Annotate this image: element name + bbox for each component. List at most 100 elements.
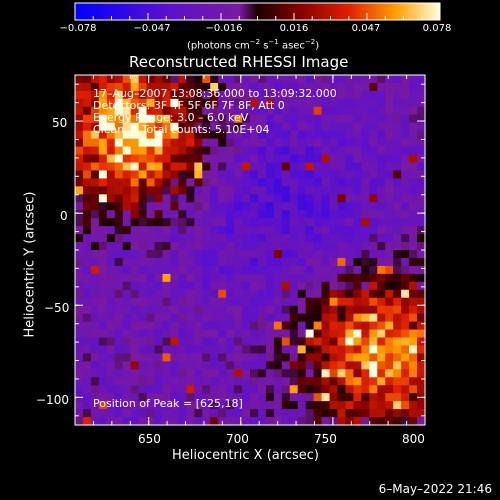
heatmap-cell (75, 202, 84, 211)
heatmap-cell (289, 353, 299, 362)
heatmap-cell (313, 122, 323, 132)
heatmap-cell (114, 234, 124, 243)
heatmap-cell (98, 138, 108, 148)
heatmap-cell (377, 361, 386, 370)
heatmap-cell (265, 393, 275, 402)
heatmap-cell (345, 186, 354, 195)
heatmap-cell (178, 345, 187, 354)
heatmap-cell (321, 377, 331, 386)
heatmap-cell (313, 90, 323, 100)
heatmap-cell (162, 385, 172, 394)
heatmap-cell (114, 154, 124, 164)
heatmap-cell (154, 138, 164, 148)
heatmap-cell (82, 265, 92, 275)
heatmap-cell (409, 273, 418, 283)
heatmap-cell (297, 226, 307, 235)
heatmap-cell (98, 385, 108, 394)
heatmap-cell (257, 186, 267, 195)
heatmap-cell (122, 210, 132, 219)
heatmap-cell (393, 186, 402, 195)
heatmap-cell (162, 337, 172, 347)
heatmap-cell (202, 417, 211, 426)
heatmap-cell (146, 122, 156, 132)
heatmap-cell (130, 321, 140, 331)
heatmap-cell (353, 138, 362, 148)
heatmap-cell (114, 82, 124, 92)
heatmap-cell (321, 409, 331, 418)
heatmap-cell (417, 242, 426, 251)
heatmap-cell (281, 265, 291, 275)
heatmap-cell (106, 138, 116, 148)
heatmap-cell (289, 313, 299, 323)
heatmap-cell (273, 138, 283, 148)
heatmap-cell (409, 417, 418, 426)
heatmap-cell (202, 377, 211, 386)
heatmap-cell (194, 257, 203, 267)
heatmap-cell (194, 114, 203, 124)
heatmap-cell (170, 417, 179, 426)
heatmap-cell (281, 130, 291, 140)
heatmap-cell (281, 194, 291, 203)
heatmap-cell (98, 226, 108, 235)
heatmap-cell (273, 162, 283, 172)
heatmap-cell (377, 122, 386, 132)
heatmap-cell (234, 178, 243, 187)
heatmap-cell (329, 281, 339, 291)
heatmap-cell (90, 130, 100, 140)
heatmap-cell (281, 337, 291, 347)
heatmap-cell (385, 345, 394, 354)
heatmap-cell (401, 273, 410, 283)
heatmap-cell (202, 401, 211, 410)
heatmap-cell (257, 345, 267, 354)
heatmap-cell (273, 98, 283, 108)
heatmap-cell (361, 146, 370, 156)
heatmap-cell (210, 90, 219, 100)
heatmap-cell (377, 154, 386, 164)
heatmap-cell (210, 321, 219, 331)
heatmap-cell (130, 353, 140, 362)
heatmap-cell (281, 122, 291, 132)
heatmap-cell (90, 273, 100, 283)
heatmap-cell (194, 122, 203, 132)
heatmap-cell (385, 186, 394, 195)
heatmap-cell (106, 337, 116, 347)
heatmap-cell (218, 138, 227, 148)
heatmap-cell (321, 297, 331, 307)
heatmap-cell (289, 289, 299, 299)
heatmap-cell (75, 186, 84, 195)
heatmap-cell (138, 202, 148, 211)
heatmap-cell (218, 106, 227, 116)
heatmap-cell (321, 138, 331, 148)
heatmap-cell (114, 138, 124, 148)
heatmap-cell (313, 114, 323, 124)
heatmap-cell (75, 409, 84, 418)
heatmap-cell (393, 154, 402, 164)
heatmap-cell (257, 265, 267, 275)
heatmap-cell (393, 114, 402, 124)
heatmap-cell (281, 218, 291, 227)
heatmap-cell (361, 257, 370, 267)
heatmap-cell (210, 273, 219, 283)
heatmap-cell (218, 122, 227, 132)
heatmap-cell (234, 353, 243, 362)
heatmap-cell (281, 289, 291, 299)
heatmap-cell (321, 226, 331, 235)
heatmap-cell (265, 385, 275, 394)
heatmap-cell (369, 393, 378, 402)
heatmap-cell (122, 90, 132, 100)
heatmap-cell (305, 186, 315, 195)
heatmap-cell (170, 194, 179, 203)
heatmap-cell (146, 250, 156, 259)
heatmap-cell (186, 234, 195, 243)
heatmap-cell (417, 361, 426, 370)
heatmap-cell (289, 297, 299, 307)
heatmap-cell (250, 289, 259, 299)
heatmap-cell (361, 265, 370, 275)
heatmap-cell (146, 202, 156, 211)
heatmap-cell (130, 154, 140, 164)
heatmap-cell (146, 401, 156, 410)
heatmap-cell (289, 170, 299, 179)
heatmap-cell (226, 122, 235, 132)
heatmap-cell (257, 289, 267, 299)
heatmap-cell (226, 146, 235, 156)
